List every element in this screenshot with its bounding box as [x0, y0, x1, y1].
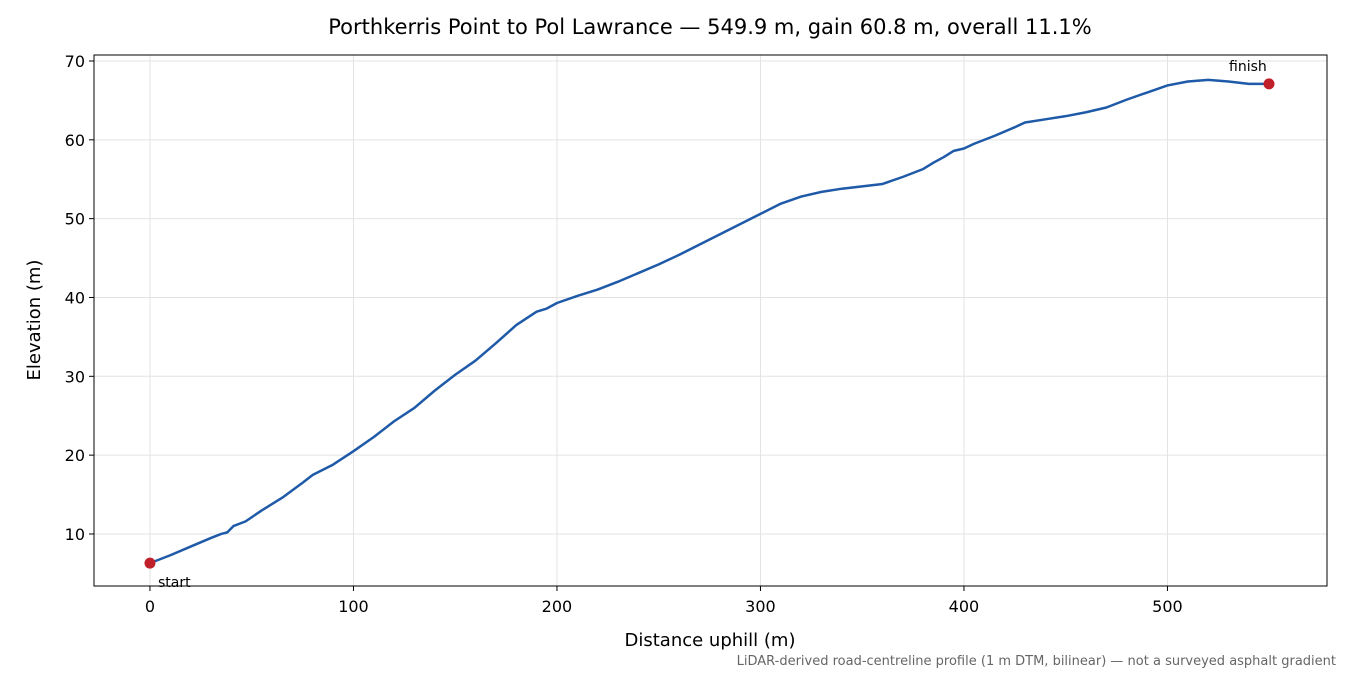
- y-tick-label: 20: [65, 446, 85, 465]
- elevation-line: [149, 78, 1269, 565]
- y-tick-label: 50: [65, 210, 85, 229]
- plot-frame: [93, 54, 1328, 587]
- x-axis-label: Distance uphill (m): [625, 630, 796, 651]
- endpoint-marker: [144, 557, 156, 569]
- x-tick-label: 100: [338, 597, 369, 616]
- y-tick-label: 10: [65, 525, 85, 544]
- x-tick-label: 0: [145, 597, 155, 616]
- y-tick-label: 40: [65, 288, 85, 307]
- y-axis-label: Elevation (m): [24, 260, 45, 381]
- endpoint-label: finish: [1229, 59, 1267, 75]
- x-tick-label: 200: [542, 597, 573, 616]
- x-tick-label: 400: [949, 597, 980, 616]
- endpoint-marker: [1263, 78, 1275, 90]
- y-tick-label: 70: [65, 52, 85, 71]
- endpoint-label: start: [158, 575, 191, 591]
- y-tick-label: 30: [65, 367, 85, 386]
- footnote: LiDAR-derived road-centreline profile (1…: [737, 654, 1336, 669]
- y-tick-label: 60: [65, 131, 85, 150]
- x-tick-label: 500: [1152, 597, 1183, 616]
- chart-title: Porthkerris Point to Pol Lawrance — 549.…: [328, 15, 1091, 39]
- x-tick-label: 300: [745, 597, 776, 616]
